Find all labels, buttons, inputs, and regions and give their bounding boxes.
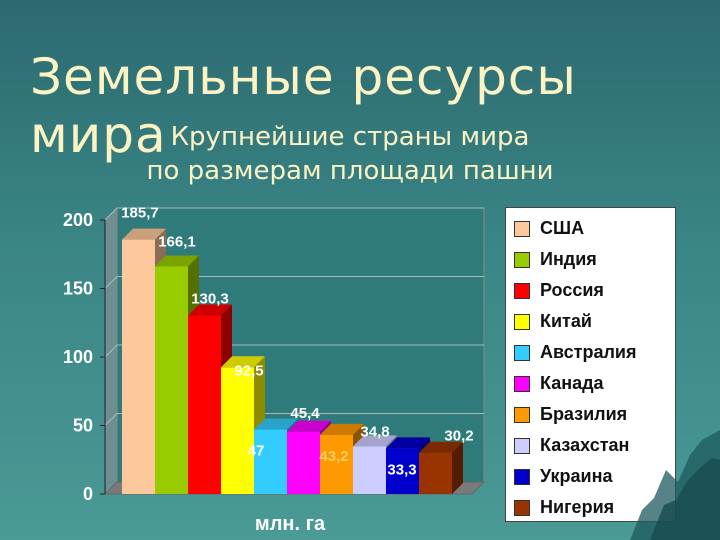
data-label-4: 47 <box>248 443 265 460</box>
bar-1 <box>155 266 188 494</box>
bar-3 <box>221 367 254 494</box>
bar-0 <box>122 239 155 494</box>
bar-top-7 <box>353 435 397 447</box>
bar-top-5 <box>287 420 331 432</box>
bar-8 <box>386 448 419 494</box>
bar-top-4 <box>254 418 298 430</box>
legend-item: Бразилия <box>514 399 675 430</box>
legend-label: США <box>540 218 585 238</box>
gridline-diagonal <box>104 207 118 221</box>
gridline-diagonal <box>104 413 118 426</box>
legend-item: Австралия <box>514 337 675 368</box>
legend-label: Австралия <box>540 342 637 362</box>
legend-swatch <box>514 220 530 237</box>
bar-5 <box>287 431 320 494</box>
legend-item: США <box>514 213 675 244</box>
legend-swatch <box>514 375 530 392</box>
bar-top-2 <box>188 304 232 316</box>
data-label-2: 130,3 <box>191 290 229 307</box>
legend-item: Украина <box>514 461 675 492</box>
legend-label: Нигерия <box>540 497 615 517</box>
legend-swatch <box>514 499 530 516</box>
legend-label: Канада <box>540 373 604 393</box>
chart-legend: США Индия Россия Китай Австралия Канада Бразил… <box>505 207 676 522</box>
data-label-0: 185,7 <box>121 205 159 222</box>
bar-9 <box>419 452 452 494</box>
legend-item: Россия <box>514 275 675 306</box>
legend-label: Казахстан <box>540 435 630 455</box>
slide-title: Земельные ресурсы мира <box>30 48 577 164</box>
gridline-diagonal <box>104 276 118 289</box>
data-label-8: 33,3 <box>387 461 416 478</box>
data-label-1: 166,1 <box>158 233 196 250</box>
legend-label: Китай <box>540 311 592 331</box>
legend-swatch <box>514 468 530 485</box>
bar-7 <box>353 446 386 494</box>
legend-label: Украина <box>540 466 613 486</box>
legend-swatch <box>514 344 530 361</box>
bar-4 <box>254 429 287 494</box>
subtitle-line-2: по размерам площади пашни <box>146 156 554 186</box>
legend-swatch <box>514 437 530 454</box>
bar-top-9 <box>419 441 463 453</box>
data-label-9: 30,2 <box>444 428 473 445</box>
y-tick-label: 150 <box>63 279 93 299</box>
legend-swatch <box>514 251 530 268</box>
data-label-6: 43,2 <box>319 448 348 465</box>
legend-swatch <box>514 406 530 423</box>
y-tick-label: 100 <box>63 347 93 367</box>
bar-top-6 <box>320 423 364 435</box>
x-axis-label: млн. га <box>255 513 326 535</box>
data-label-3: 92,5 <box>234 362 263 379</box>
decorative-mountain <box>630 430 720 540</box>
legend-item: Казахстан <box>514 430 675 461</box>
y-tick-label: 0 <box>83 484 93 504</box>
bar-top-3 <box>221 356 265 368</box>
legend-item: Канада <box>514 368 675 399</box>
bar-side-9 <box>452 441 463 494</box>
bar-2 <box>188 315 221 494</box>
legend-label: Бразилия <box>540 404 628 424</box>
data-label-5: 45,4 <box>290 405 320 422</box>
legend-label: Индия <box>540 249 597 269</box>
gridline-diagonal <box>104 344 118 358</box>
bar-6 <box>320 434 353 494</box>
legend-item: Индия <box>514 244 675 275</box>
chart-subtitle: Крупнейшие страны мира по размерам площа… <box>0 120 700 188</box>
y-tick-label: 50 <box>73 416 93 436</box>
subtitle-line-1: Крупнейшие страны мира <box>170 122 530 152</box>
bar-top-0 <box>122 228 166 240</box>
bar-top-8 <box>386 437 430 449</box>
bar-top-1 <box>155 255 199 267</box>
legend-item: Китай <box>514 306 675 337</box>
legend-swatch <box>514 282 530 299</box>
legend-label: Россия <box>540 280 604 300</box>
legend-item: Нигерия <box>514 492 675 523</box>
y-tick-label: 200 <box>63 210 93 230</box>
data-label-7: 34,8 <box>360 423 389 440</box>
legend-swatch <box>514 313 530 330</box>
